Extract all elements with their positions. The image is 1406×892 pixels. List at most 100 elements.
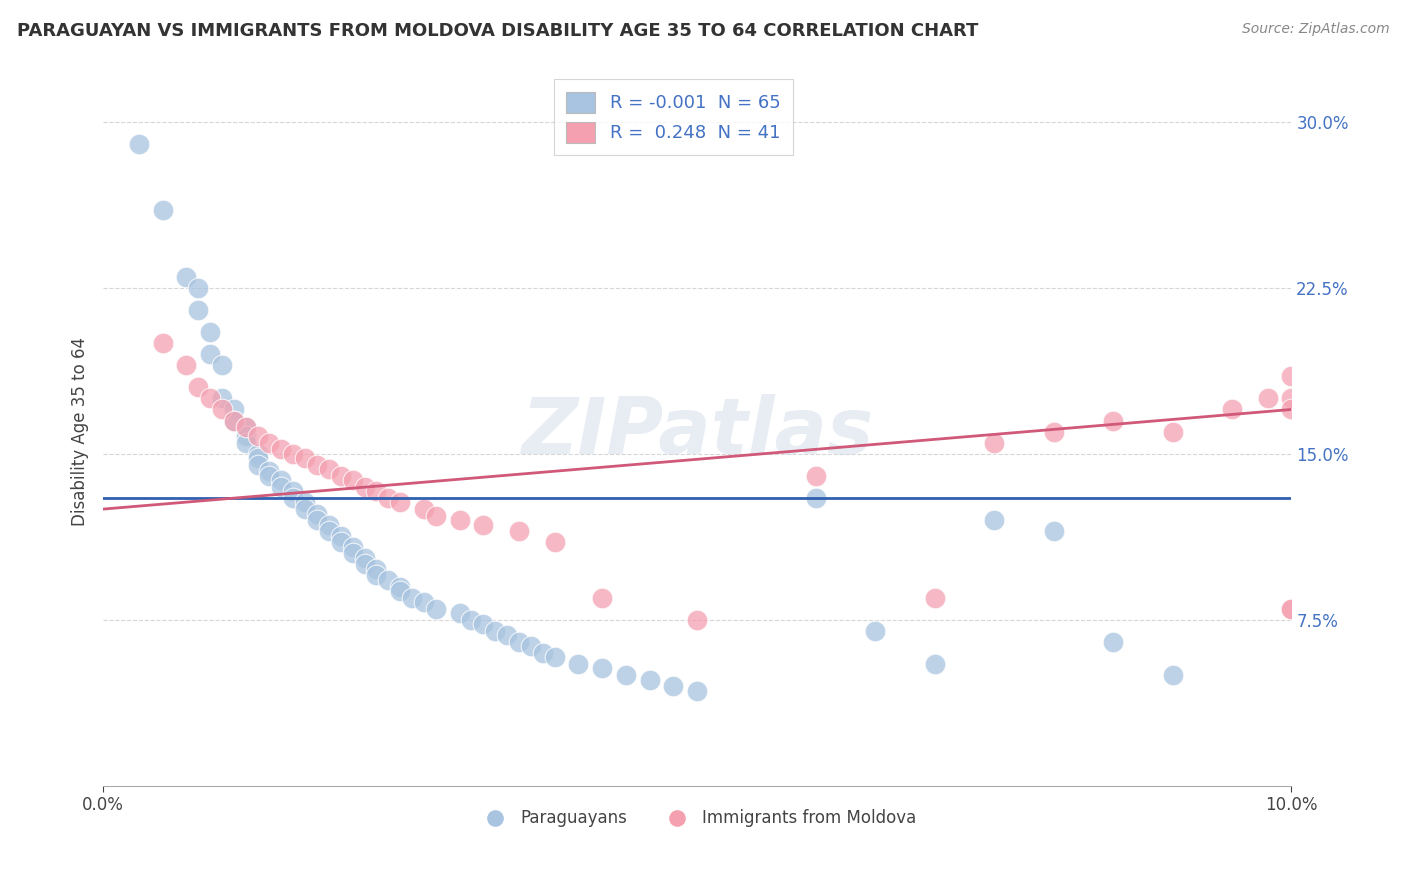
Point <box>152 336 174 351</box>
Point <box>1042 524 1064 539</box>
Legend: Paraguayans, Immigrants from Moldova: Paraguayans, Immigrants from Moldova <box>471 803 922 834</box>
Point <box>531 646 554 660</box>
Point <box>187 281 209 295</box>
Point <box>686 683 709 698</box>
Point <box>235 429 257 443</box>
Point <box>329 535 352 549</box>
Point <box>425 601 447 615</box>
Point <box>294 495 316 509</box>
Point <box>318 517 340 532</box>
Point <box>591 661 613 675</box>
Point <box>211 358 233 372</box>
Point <box>366 484 388 499</box>
Point <box>1102 413 1125 427</box>
Point <box>1042 425 1064 439</box>
Point <box>449 606 471 620</box>
Point <box>283 447 305 461</box>
Point <box>270 480 292 494</box>
Point <box>305 458 328 472</box>
Point <box>294 451 316 466</box>
Point <box>305 507 328 521</box>
Point <box>222 402 245 417</box>
Point <box>342 546 364 560</box>
Point <box>235 420 257 434</box>
Point <box>187 380 209 394</box>
Point <box>270 442 292 457</box>
Point <box>662 679 685 693</box>
Point <box>198 392 221 406</box>
Point <box>283 484 305 499</box>
Y-axis label: Disability Age 35 to 64: Disability Age 35 to 64 <box>72 337 89 526</box>
Point <box>198 347 221 361</box>
Point <box>305 513 328 527</box>
Point <box>259 469 281 483</box>
Point <box>342 540 364 554</box>
Text: PARAGUAYAN VS IMMIGRANTS FROM MOLDOVA DISABILITY AGE 35 TO 64 CORRELATION CHART: PARAGUAYAN VS IMMIGRANTS FROM MOLDOVA DI… <box>17 22 979 40</box>
Point <box>198 325 221 339</box>
Point <box>1102 635 1125 649</box>
Text: ZIPatlas: ZIPatlas <box>522 393 873 469</box>
Point <box>176 358 198 372</box>
Point <box>270 473 292 487</box>
Point <box>329 529 352 543</box>
Point <box>496 628 519 642</box>
Point <box>449 513 471 527</box>
Point <box>389 580 412 594</box>
Point <box>222 413 245 427</box>
Point <box>1220 402 1243 417</box>
Point <box>318 462 340 476</box>
Point <box>294 502 316 516</box>
Point <box>259 435 281 450</box>
Point <box>353 558 375 572</box>
Point <box>318 524 340 539</box>
Point <box>187 302 209 317</box>
Point <box>1279 402 1302 417</box>
Point <box>924 657 946 671</box>
Point <box>235 435 257 450</box>
Point <box>128 136 150 151</box>
Point <box>246 447 269 461</box>
Point <box>342 473 364 487</box>
Point <box>614 668 637 682</box>
Point <box>804 469 827 483</box>
Point <box>389 495 412 509</box>
Point <box>1279 601 1302 615</box>
Point <box>246 429 269 443</box>
Point <box>353 480 375 494</box>
Point <box>508 524 530 539</box>
Point <box>1279 392 1302 406</box>
Point <box>567 657 589 671</box>
Point <box>543 650 565 665</box>
Point <box>484 624 506 638</box>
Point <box>508 635 530 649</box>
Point <box>366 568 388 582</box>
Point <box>804 491 827 505</box>
Point <box>413 502 436 516</box>
Point <box>520 640 543 654</box>
Point <box>686 613 709 627</box>
Point <box>377 491 399 505</box>
Point <box>425 508 447 523</box>
Point <box>983 513 1005 527</box>
Point <box>1279 369 1302 384</box>
Point <box>638 673 661 687</box>
Point <box>401 591 423 605</box>
Point <box>211 402 233 417</box>
Point <box>235 420 257 434</box>
Point <box>329 469 352 483</box>
Point <box>543 535 565 549</box>
Point <box>366 562 388 576</box>
Point <box>865 624 887 638</box>
Point <box>211 392 233 406</box>
Point <box>1279 601 1302 615</box>
Point <box>1257 392 1279 406</box>
Point <box>246 451 269 466</box>
Point <box>591 591 613 605</box>
Point <box>246 458 269 472</box>
Text: Source: ZipAtlas.com: Source: ZipAtlas.com <box>1241 22 1389 37</box>
Point <box>389 584 412 599</box>
Point <box>283 491 305 505</box>
Point <box>983 435 1005 450</box>
Point <box>924 591 946 605</box>
Point <box>1161 668 1184 682</box>
